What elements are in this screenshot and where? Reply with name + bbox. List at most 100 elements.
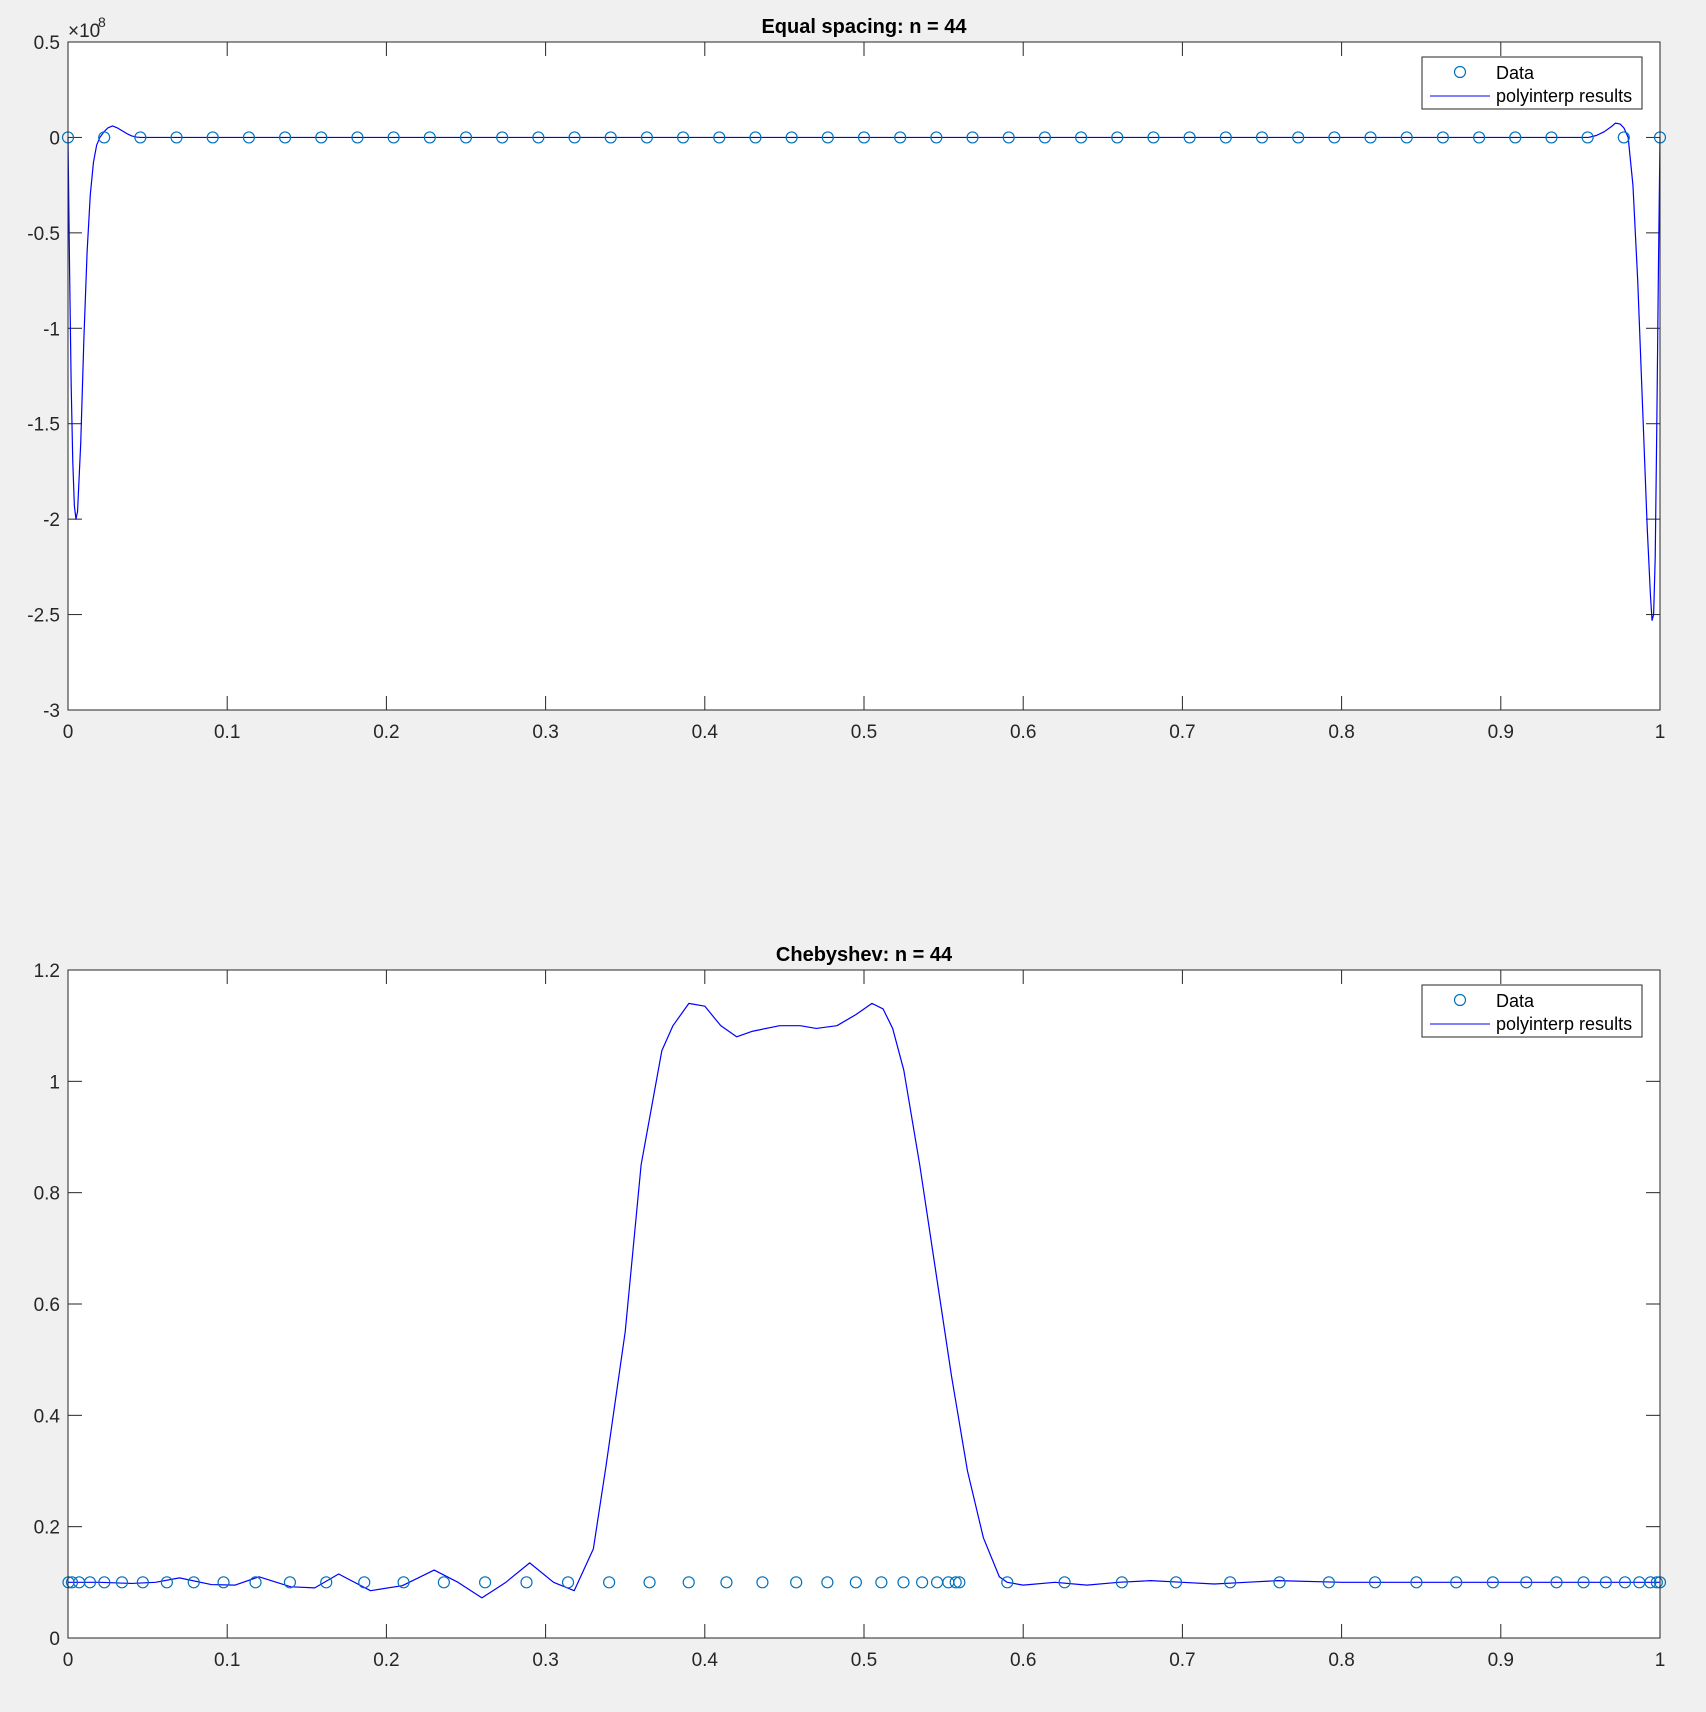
legend-box bbox=[1421, 56, 1643, 110]
x-tick-label: 0.4 bbox=[692, 1650, 719, 1671]
data-point bbox=[1038, 131, 1052, 144]
data-point bbox=[640, 131, 654, 144]
x-tick-label: 0.8 bbox=[1328, 1650, 1354, 1671]
data-point bbox=[315, 131, 328, 144]
data-point bbox=[1111, 131, 1124, 144]
data-point bbox=[397, 1576, 410, 1589]
data-point bbox=[206, 131, 219, 144]
data-point bbox=[1328, 131, 1341, 144]
data-point bbox=[358, 1576, 371, 1589]
y-tick-label: -1.5 bbox=[27, 415, 60, 436]
data-point bbox=[682, 1576, 695, 1589]
y-tick-label: 1.2 bbox=[34, 961, 60, 982]
data-point bbox=[98, 1576, 111, 1589]
data-point bbox=[1292, 131, 1305, 144]
data-point bbox=[1364, 131, 1377, 144]
data-point bbox=[387, 131, 400, 144]
x-tick-label: 0.9 bbox=[1488, 722, 1514, 743]
data-point bbox=[1074, 131, 1088, 144]
data-point bbox=[1550, 1576, 1563, 1589]
x-tick-label: 0.2 bbox=[373, 722, 399, 743]
legend-label-data: Data bbox=[1496, 991, 1535, 1011]
x-tick-label: 0.4 bbox=[692, 722, 719, 743]
x-tick-label: 0 bbox=[63, 722, 74, 743]
data-point bbox=[1520, 1576, 1533, 1589]
data-point bbox=[1509, 131, 1522, 144]
data-point bbox=[1058, 1576, 1071, 1589]
y-tick-label: -1 bbox=[43, 319, 60, 340]
data-point bbox=[1001, 1576, 1014, 1589]
x-tick-label: 0.3 bbox=[532, 1650, 558, 1671]
x-tick-label: 0.3 bbox=[532, 722, 558, 743]
data-point bbox=[857, 131, 871, 144]
data-point bbox=[713, 131, 726, 144]
x-tick-label: 0.8 bbox=[1328, 722, 1354, 743]
data-point bbox=[1368, 1576, 1382, 1589]
x-tick-labels: 0 0.1 0.2 0.3 0.4 0.5 0.6 0.7 0.8 0.9 1 bbox=[63, 1650, 1666, 1671]
data-point bbox=[1147, 131, 1160, 144]
data-point bbox=[249, 1576, 262, 1589]
data-point bbox=[603, 1576, 616, 1589]
data-point bbox=[1450, 1576, 1463, 1589]
data-point bbox=[1617, 131, 1630, 144]
series-line-path bbox=[67, 122, 1661, 621]
legend-label-data: Data bbox=[1496, 63, 1535, 83]
data-point bbox=[1400, 131, 1413, 144]
subplot-equal-spacing: 0 0.1 0.2 0.3 0.4 0.5 0.6 0.7 0.8 0.9 1 -3 -2.5 -2 -1… bbox=[27, 14, 1667, 743]
exponent-value: 8 bbox=[98, 14, 106, 30]
axes-frame bbox=[67, 969, 1661, 1639]
data-point bbox=[1577, 1576, 1590, 1589]
data-point bbox=[217, 1576, 230, 1589]
legend-marker-data bbox=[1453, 993, 1467, 1007]
series-polyinterp-results bbox=[67, 122, 1661, 621]
data-point bbox=[1436, 131, 1450, 144]
data-point bbox=[1486, 1576, 1499, 1589]
data-point bbox=[1650, 1576, 1663, 1589]
x-tick-label: 0.7 bbox=[1169, 722, 1195, 743]
data-point bbox=[785, 131, 798, 144]
data-point bbox=[1322, 1576, 1335, 1589]
data-point bbox=[676, 131, 690, 144]
data-point bbox=[479, 1576, 492, 1589]
data-point bbox=[532, 131, 545, 144]
y-tick-labels: 0 0.2 0.4 0.6 0.8 1 1.2 bbox=[34, 961, 61, 1650]
data-point bbox=[278, 131, 292, 144]
y-tick-label: 1 bbox=[49, 1072, 60, 1093]
legend-label-polyinterp: polyinterp results bbox=[1496, 1014, 1632, 1034]
subplot-chebyshev: 0 0.1 0.2 0.3 0.4 0.5 0.6 0.7 0.8 0.9 1 0 0.2 0.4 0.6… bbox=[34, 944, 1667, 1671]
data-point bbox=[604, 131, 617, 144]
data-point bbox=[283, 1576, 297, 1589]
data-point bbox=[83, 1576, 97, 1589]
data-point bbox=[520, 1576, 533, 1589]
x-tick-label: 0.6 bbox=[1010, 1650, 1036, 1671]
data-point bbox=[115, 1576, 129, 1589]
x-tick-label: 0.9 bbox=[1488, 1650, 1514, 1671]
data-point bbox=[437, 1576, 450, 1589]
data-point bbox=[561, 1576, 575, 1589]
data-point bbox=[790, 1576, 803, 1589]
data-point bbox=[136, 1576, 149, 1589]
data-point bbox=[916, 1576, 929, 1589]
data-point bbox=[966, 131, 979, 144]
x-tick-label: 0 bbox=[63, 1650, 74, 1671]
chart-title: Chebyshev: n = 44 bbox=[776, 944, 953, 966]
y-tick-label: 0.2 bbox=[34, 1518, 60, 1539]
legend-box bbox=[1421, 984, 1643, 1038]
y-tick-label: 0 bbox=[49, 128, 60, 149]
data-point bbox=[568, 131, 581, 144]
data-point bbox=[1599, 1576, 1612, 1589]
data-point bbox=[1273, 1576, 1286, 1589]
x-tick-label: 0.5 bbox=[851, 1650, 877, 1671]
y-tick-labels: -3 -2.5 -2 -1.5 -1 -0.5 0 0.5 bbox=[27, 33, 60, 722]
data-point bbox=[1410, 1576, 1423, 1589]
x-tick-label: 0.1 bbox=[214, 1650, 240, 1671]
y-exponent-label: ×10 8 bbox=[68, 14, 106, 42]
y-tick-label: 0.4 bbox=[34, 1406, 61, 1427]
data-point bbox=[930, 131, 943, 144]
data-point bbox=[170, 131, 183, 144]
data-point bbox=[720, 1576, 733, 1589]
x-tick-label: 1 bbox=[1655, 1650, 1666, 1671]
y-tick-label: -3 bbox=[43, 701, 60, 722]
data-point bbox=[1224, 1576, 1237, 1589]
data-point bbox=[423, 131, 436, 144]
